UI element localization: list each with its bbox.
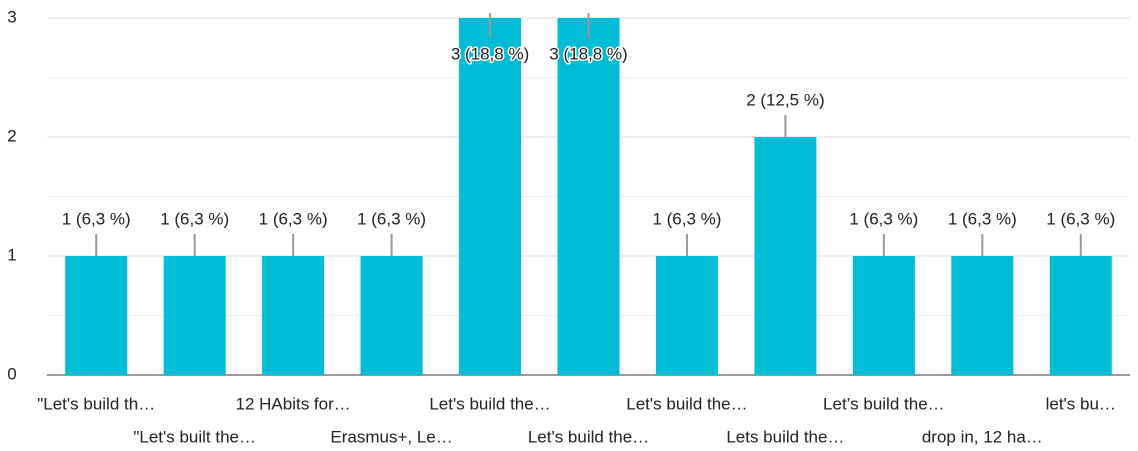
bar: [262, 256, 325, 375]
value-label: 2 (12,5 %): [746, 90, 824, 109]
value-label: 3 (18,8 %): [549, 44, 627, 63]
value-label: 1 (6,3 %): [1046, 209, 1115, 228]
y-tick-label: 3: [7, 7, 16, 26]
bar: [65, 256, 128, 375]
value-label: 3 (18,8 %): [451, 44, 529, 63]
value-label: 1 (6,3 %): [160, 209, 229, 228]
value-label: 1 (6,3 %): [948, 209, 1017, 228]
x-tick-label: 12 HAbits for…: [236, 394, 351, 413]
y-tick-label: 1: [7, 245, 16, 264]
x-tick-label: Erasmus+, Le…: [330, 427, 452, 446]
x-tick-label: drop in, 12 ha…: [922, 427, 1043, 446]
bar: [360, 256, 423, 375]
y-tick-label: 2: [7, 126, 16, 145]
bar: [557, 18, 620, 375]
value-label: 1 (6,3 %): [259, 209, 328, 228]
x-tick-label: Let's build the…: [429, 394, 550, 413]
bar: [163, 256, 226, 375]
bar: [459, 18, 522, 375]
x-tick-label: "Let's build th…: [37, 394, 155, 413]
x-tick-label: "Let's built the…: [133, 427, 256, 446]
value-label: 1 (6,3 %): [62, 209, 131, 228]
bar: [852, 256, 915, 375]
bar: [655, 256, 718, 375]
x-tick-label: Let's build the…: [626, 394, 747, 413]
y-tick-label: 0: [7, 364, 16, 383]
bar: [1049, 256, 1112, 375]
bar: [951, 256, 1014, 375]
bar: [754, 137, 817, 375]
value-label: 1 (6,3 %): [357, 209, 426, 228]
x-tick-label: Let's build the…: [528, 427, 649, 446]
value-label: 1 (6,3 %): [849, 209, 918, 228]
x-tick-label: Let’s build the…: [823, 394, 945, 413]
value-label: 1 (6,3 %): [652, 209, 721, 228]
x-tick-label: Lets build the…: [726, 427, 844, 446]
x-tick-label: let's bu…: [1046, 394, 1116, 413]
